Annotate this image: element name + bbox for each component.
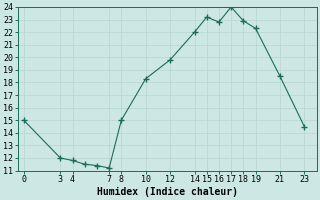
X-axis label: Humidex (Indice chaleur): Humidex (Indice chaleur) xyxy=(97,186,237,197)
